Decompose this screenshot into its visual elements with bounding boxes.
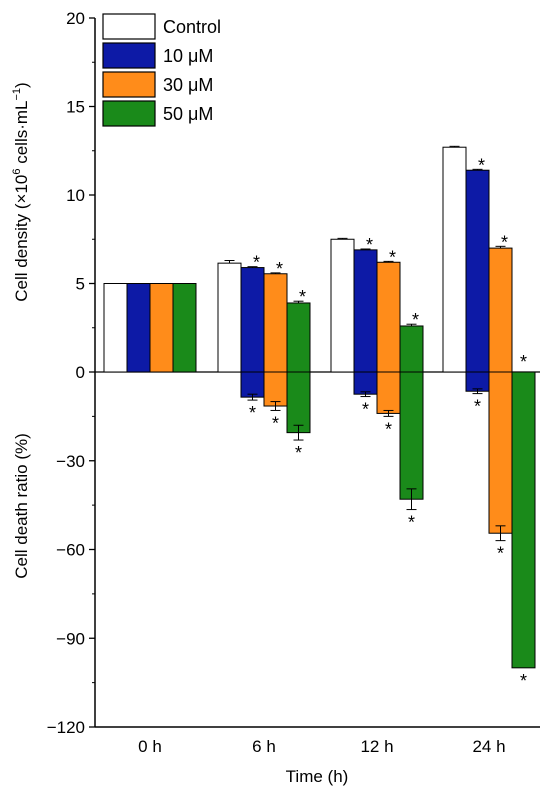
y-tick-label-upper: 5 <box>76 275 85 294</box>
y-ticks: 0 5 10 15 20 −30 −60 −90 −120 <box>47 9 95 737</box>
death-bar <box>399 371 424 500</box>
death-sig-marker: * <box>520 671 527 691</box>
density-sig-marker: * <box>501 232 508 252</box>
y-axis-label-lower: Cell death ratio (%) <box>12 433 31 579</box>
y-axis-label-upper: Cell density (×106 cells·mL−1) <box>11 82 31 301</box>
density-sig-marker: * <box>299 287 306 307</box>
legend-swatch <box>102 100 156 127</box>
y-tick-label-upper: 10 <box>66 186 85 205</box>
death-bar <box>353 371 378 395</box>
y-label-exp2: −1 <box>11 88 23 101</box>
death-sig-marker: * <box>474 397 481 417</box>
y-tick-label-upper: 15 <box>66 98 85 117</box>
y-tick-label-lower: −120 <box>47 718 85 737</box>
legend-label: Control <box>163 17 221 37</box>
x-tick-label: 12 h <box>360 737 393 756</box>
death-sig-marker: * <box>497 544 504 564</box>
density-bar <box>103 283 128 373</box>
y-tick-label-upper: 0 <box>76 363 85 382</box>
density-bar <box>240 267 265 373</box>
density-sig-marker: * <box>520 352 527 372</box>
density-bar <box>330 238 355 373</box>
legend-swatch <box>102 71 156 98</box>
density-sig-marker: * <box>478 155 485 175</box>
density-bar <box>126 283 151 373</box>
y-label-end: ) <box>12 82 31 88</box>
x-tick-label: 6 h <box>252 737 276 756</box>
bars <box>103 145 536 669</box>
y-tick-label-lower: −30 <box>56 452 85 471</box>
density-sig-marker: * <box>253 253 260 273</box>
density-bar <box>488 247 513 373</box>
death-sig-marker: * <box>249 403 256 423</box>
y-tick-label-lower: −90 <box>56 629 85 648</box>
legend-label: 10 μM <box>163 46 213 66</box>
density-bar <box>399 325 424 373</box>
death-bar <box>263 371 288 407</box>
death-bar <box>488 371 513 534</box>
legend-label: 30 μM <box>163 75 213 95</box>
density-bar <box>263 273 288 373</box>
x-axis-label: Time (h) <box>286 767 349 786</box>
density-sig-marker: * <box>389 247 396 267</box>
legend-swatch <box>102 13 156 40</box>
death-sig-marker: * <box>272 413 279 433</box>
legend: Control 10 μM 30 μM 50 μM <box>102 13 221 127</box>
legend-label: 50 μM <box>163 104 213 124</box>
death-sig-marker: * <box>408 513 415 533</box>
death-sig-marker: * <box>295 443 302 463</box>
density-bar <box>376 261 401 373</box>
density-sig-marker: * <box>276 259 283 279</box>
density-bar <box>442 146 467 373</box>
y-label-main: Cell density (×10 <box>12 175 31 302</box>
y-label-exp1: 6 <box>11 169 23 175</box>
density-bar <box>465 169 490 373</box>
y-tick-label-upper: 20 <box>66 9 85 28</box>
x-tick-label: 0 h <box>138 737 162 756</box>
y-tick-label-lower: −60 <box>56 541 85 560</box>
density-bar <box>286 302 311 373</box>
death-bar <box>376 371 401 414</box>
density-bar <box>217 262 242 373</box>
death-bar <box>465 371 490 392</box>
death-bar <box>286 371 311 434</box>
death-sig-marker: * <box>362 400 369 420</box>
death-bar <box>511 371 536 669</box>
death-sig-marker: * <box>385 419 392 439</box>
density-bar <box>172 283 197 373</box>
y-label-mid: cells·mL <box>12 100 31 168</box>
x-tick-label: 24 h <box>472 737 505 756</box>
death-bar <box>240 371 265 398</box>
density-bar <box>149 283 174 373</box>
density-bar <box>353 249 378 373</box>
legend-swatch <box>102 42 156 69</box>
density-sig-marker: * <box>366 235 373 255</box>
labels: * * * * * * * * * * * * * * * * * * 0 h 6 h 12 h 24 h <box>138 155 527 756</box>
density-sig-marker: * <box>412 310 419 330</box>
